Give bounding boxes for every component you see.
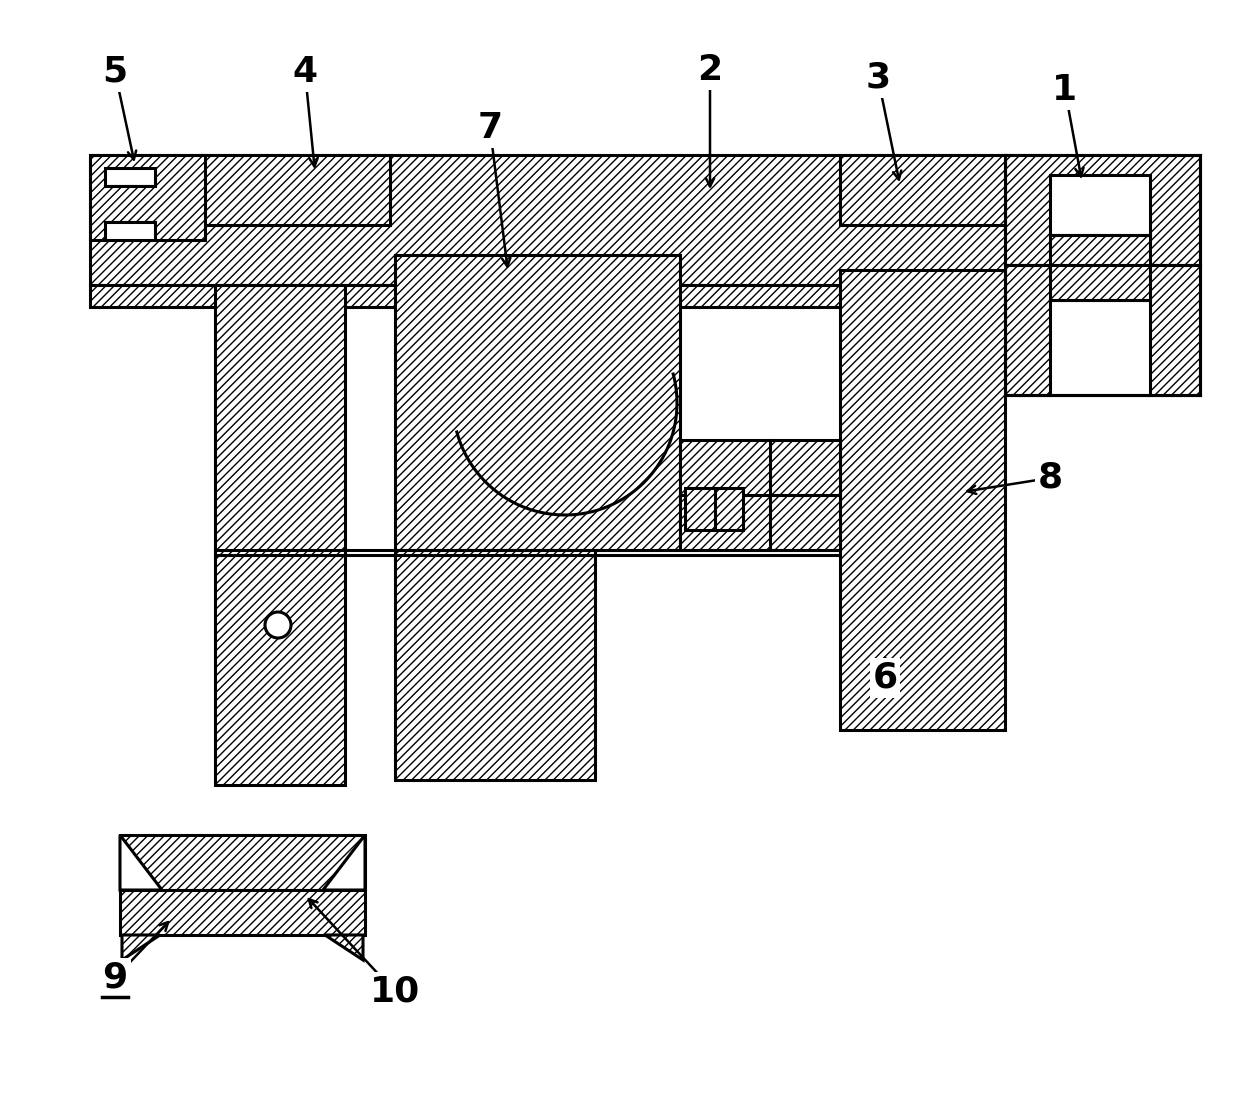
Text: 2: 2 xyxy=(697,53,723,87)
Polygon shape xyxy=(120,835,162,890)
Text: 5: 5 xyxy=(103,55,128,89)
Text: 10: 10 xyxy=(370,975,420,1009)
Bar xyxy=(684,488,743,530)
Bar xyxy=(839,270,1004,730)
Text: 1: 1 xyxy=(1053,73,1078,107)
Bar xyxy=(105,168,155,186)
Polygon shape xyxy=(325,935,363,961)
Text: 7: 7 xyxy=(477,111,502,145)
Text: 8: 8 xyxy=(1038,460,1063,495)
Bar xyxy=(91,285,839,307)
Bar xyxy=(120,890,365,935)
Polygon shape xyxy=(122,935,160,961)
Polygon shape xyxy=(322,835,365,890)
Bar xyxy=(1050,300,1149,395)
Bar xyxy=(105,222,155,240)
Text: 6: 6 xyxy=(873,660,898,695)
Bar xyxy=(396,255,680,550)
Text: 9: 9 xyxy=(103,961,128,995)
Bar xyxy=(215,285,345,785)
Text: 4: 4 xyxy=(293,55,317,89)
Bar xyxy=(680,440,839,550)
Circle shape xyxy=(265,612,291,639)
Bar xyxy=(1004,155,1200,265)
Bar xyxy=(91,155,205,240)
Bar xyxy=(120,835,365,890)
Bar xyxy=(396,550,595,780)
Bar xyxy=(200,155,391,225)
Bar xyxy=(1050,175,1149,235)
Bar xyxy=(1004,265,1200,395)
Bar xyxy=(839,155,1004,225)
Bar xyxy=(91,155,1050,285)
Text: 3: 3 xyxy=(866,62,890,95)
